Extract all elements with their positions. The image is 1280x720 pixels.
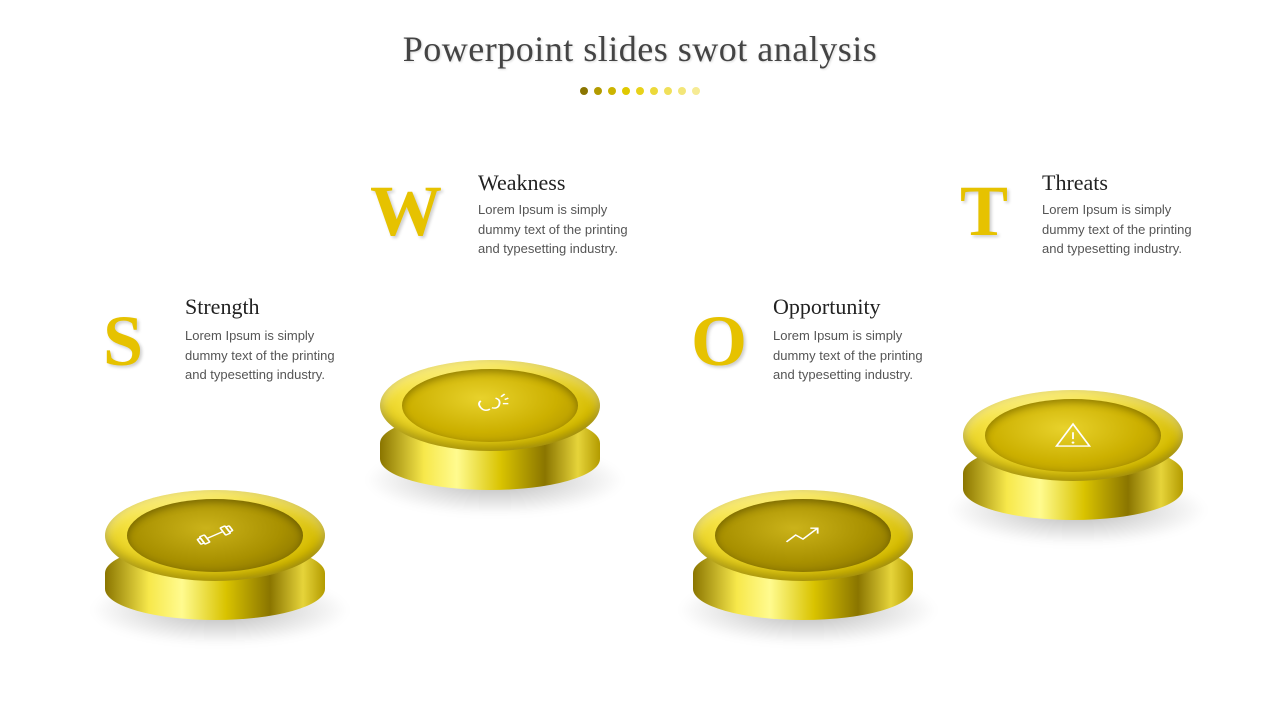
swot-body: Lorem Ipsum is simply dummy text of the … <box>185 326 345 385</box>
swot-disc <box>105 490 325 620</box>
swot-disc <box>693 490 913 620</box>
swot-body: Lorem Ipsum is simply dummy text of the … <box>1042 200 1202 259</box>
swot-letter: W <box>370 175 442 247</box>
swot-body: Lorem Ipsum is simply dummy text of the … <box>773 326 933 385</box>
swot-disc <box>963 390 1183 520</box>
swot-heading: Strength <box>185 294 260 320</box>
swot-heading: Weakness <box>478 170 565 196</box>
slide-canvas: S Strength Lorem Ipsum is simply dummy tex… <box>0 0 1280 720</box>
swot-body: Lorem Ipsum is simply dummy text of the … <box>478 200 638 259</box>
swot-letter: S <box>103 305 143 377</box>
swot-heading: Opportunity <box>773 294 881 320</box>
swot-letter: T <box>960 175 1008 247</box>
swot-letter: O <box>691 305 747 377</box>
swot-disc <box>380 360 600 490</box>
swot-heading: Threats <box>1042 170 1108 196</box>
